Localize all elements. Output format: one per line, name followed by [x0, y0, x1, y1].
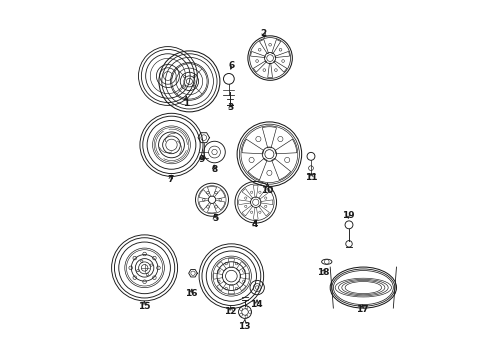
Text: 6: 6	[229, 61, 235, 70]
Text: 10: 10	[261, 183, 274, 195]
Text: 7: 7	[168, 175, 174, 184]
Text: 16: 16	[185, 289, 197, 298]
Text: 11: 11	[305, 173, 318, 182]
Text: 8: 8	[211, 165, 217, 175]
Text: 12: 12	[224, 307, 237, 316]
Text: 1: 1	[183, 96, 189, 108]
Text: 4: 4	[251, 220, 258, 229]
Text: 18: 18	[317, 268, 329, 277]
Text: 5: 5	[212, 214, 218, 223]
Text: 9: 9	[199, 156, 205, 165]
Text: 3: 3	[227, 103, 234, 112]
Text: 15: 15	[138, 301, 150, 311]
Text: 19: 19	[342, 211, 354, 220]
Text: 14: 14	[250, 300, 263, 309]
Text: 17: 17	[356, 305, 368, 314]
Text: 2: 2	[261, 29, 267, 38]
Text: 13: 13	[238, 319, 250, 331]
